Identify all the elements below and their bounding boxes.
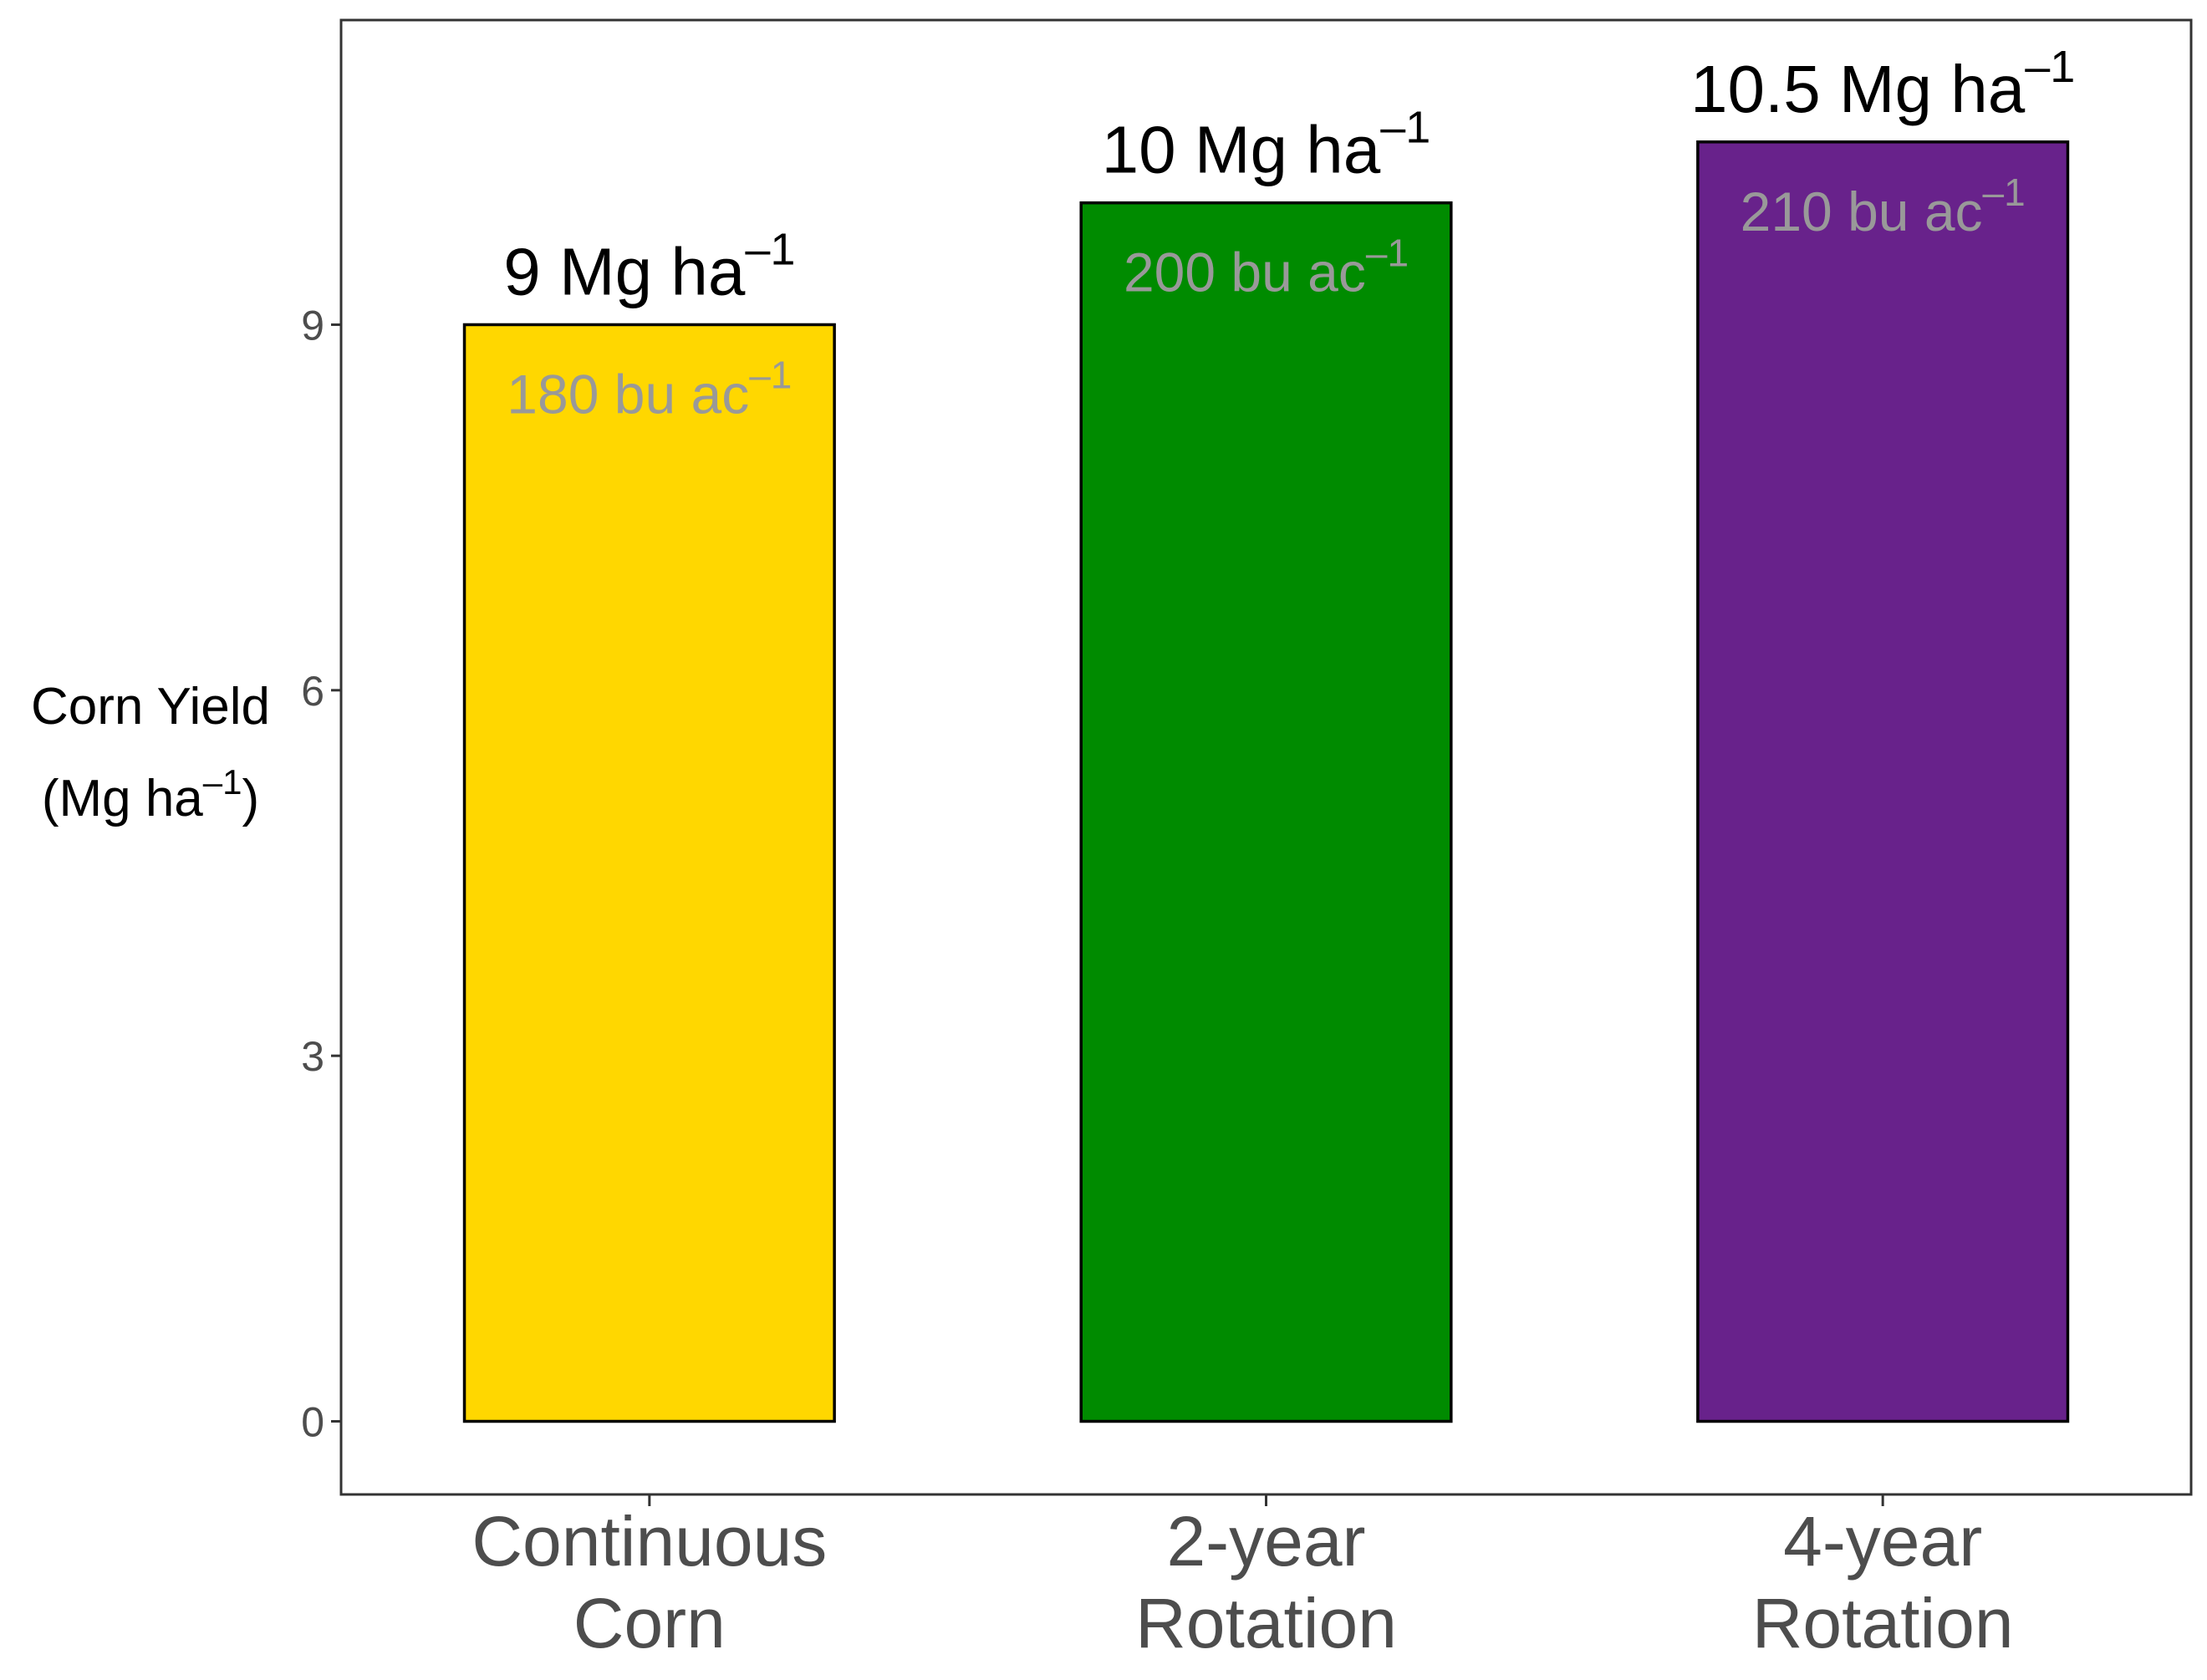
bar bbox=[1079, 201, 1453, 1423]
bar bbox=[1696, 140, 2070, 1423]
x-tick-label: Continuous bbox=[471, 1502, 827, 1581]
y-tick-label: 9 bbox=[301, 302, 324, 349]
y-axis-title-units: (Mg ha–1) bbox=[0, 765, 301, 828]
y-axis-title-line2-suffix: ) bbox=[242, 770, 260, 827]
bar-inner-label: 180 bu ac–1 bbox=[507, 353, 792, 425]
labels-layer: 9 Mg ha–1 180 bu ac–1 10 Mg ha–1 200 bu ac–… bbox=[503, 42, 2075, 425]
bar-inner-label: 210 bu ac–1 bbox=[1741, 171, 2026, 242]
bar-inner-label: 200 bu ac–1 bbox=[1124, 232, 1409, 303]
y-tick-label: 6 bbox=[301, 668, 324, 715]
x-tick-label: 4-year bbox=[1783, 1502, 1982, 1581]
bar-value-label: 9 Mg ha–1 bbox=[503, 224, 795, 308]
bar bbox=[462, 323, 836, 1423]
y-tick-label: 0 bbox=[301, 1399, 324, 1446]
x-tick-label: Rotation bbox=[1752, 1584, 2014, 1662]
x-tick-label: 2-year bbox=[1166, 1502, 1365, 1581]
y-axis-title-line2-prefix: (Mg ha bbox=[41, 770, 203, 827]
bar-value-label: 10 Mg ha–1 bbox=[1102, 103, 1431, 187]
y-axis-title-line2-sup: –1 bbox=[202, 762, 242, 802]
y-axis-title-line1: Corn Yield bbox=[30, 678, 271, 736]
y-axis: 0 3 6 9 bbox=[301, 302, 341, 1446]
y-axis-title: Corn Yield bbox=[0, 677, 301, 736]
bar-value-label: 10.5 Mg ha–1 bbox=[1690, 42, 2075, 126]
x-axis: ContinuousCorn2-yearRotation4-yearRotati… bbox=[471, 1494, 2014, 1662]
x-tick-label: Rotation bbox=[1135, 1584, 1397, 1662]
bars-layer bbox=[462, 140, 2070, 1423]
x-tick-label: Corn bbox=[573, 1584, 726, 1662]
y-tick-label: 3 bbox=[301, 1033, 324, 1080]
